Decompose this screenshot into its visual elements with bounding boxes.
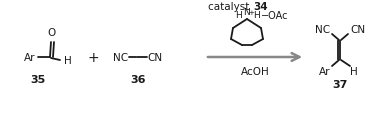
Text: Ar: Ar: [24, 53, 36, 62]
Text: 34: 34: [253, 2, 268, 12]
Text: catalyst: catalyst: [208, 2, 253, 12]
Text: CN: CN: [147, 53, 163, 62]
Text: 36: 36: [130, 74, 146, 84]
Text: Ar: Ar: [319, 66, 331, 76]
Text: N: N: [244, 8, 250, 17]
Text: H: H: [64, 56, 72, 65]
Text: H: H: [350, 66, 358, 76]
Text: +: +: [87, 51, 99, 64]
Text: 35: 35: [30, 74, 46, 84]
Text: H: H: [235, 10, 242, 19]
Text: AcOH: AcOH: [241, 66, 270, 76]
Text: H: H: [253, 10, 259, 19]
Text: CN: CN: [350, 25, 366, 35]
Text: NC: NC: [113, 53, 129, 62]
Text: O: O: [48, 28, 56, 38]
Text: −OAc: −OAc: [261, 11, 289, 21]
Text: NC: NC: [315, 25, 331, 35]
Text: +: +: [248, 10, 254, 16]
Text: 37: 37: [332, 79, 348, 89]
